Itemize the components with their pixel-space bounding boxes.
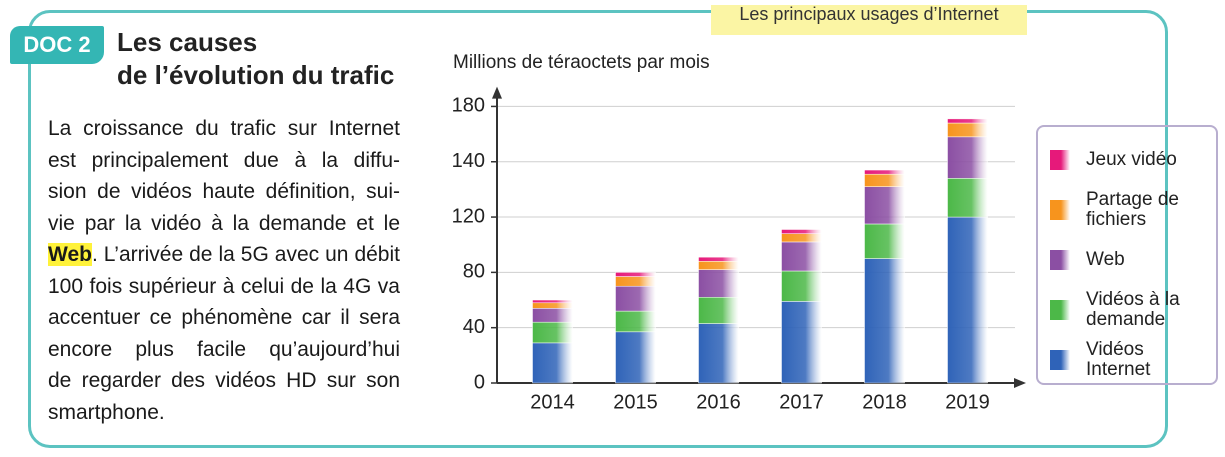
bar-segment [864, 173, 905, 187]
text-line: accentuer ce phénomène car il sera [48, 306, 400, 329]
bar-segment [864, 258, 905, 384]
x-tick-label: 2015 [613, 391, 658, 413]
text-line: encore plus facile qu’aujourd’hui [48, 337, 400, 361]
bar-segment [947, 178, 988, 218]
text-line: sion de vidéos haute définition, sui- [48, 180, 400, 203]
bar-segment [698, 261, 739, 270]
bar-segment [947, 136, 988, 179]
bar-segment [532, 321, 573, 344]
x-axis-arrow [1014, 378, 1026, 388]
text-fragment: . L’arrivée de la 5G avec un débit [91, 243, 400, 266]
legend-label: Vidéos à la demande [1086, 289, 1180, 330]
y-tick-label: 80 [463, 261, 485, 283]
bar-segment [864, 186, 905, 225]
bar-segment [698, 269, 739, 298]
bar-segment [615, 285, 656, 312]
legend-swatch [1050, 250, 1070, 270]
y-tick-label: 40 [463, 316, 485, 338]
bar-segment [781, 270, 822, 302]
document-frame: Les principaux usages d’Internet [28, 5, 1168, 448]
text-line: smartphone. [48, 400, 165, 424]
bar-segment [947, 122, 988, 138]
bar-segment [615, 272, 656, 277]
bar-segment [864, 169, 905, 175]
title-line: Les causes [117, 27, 258, 57]
bar-segment [615, 276, 656, 287]
bar-segment [615, 310, 656, 333]
legend-swatch [1050, 200, 1070, 220]
title-line: de l’évolution du trafic [117, 60, 395, 90]
bar-segment [864, 223, 905, 259]
bar-segment [532, 302, 573, 309]
text-line: 100 fois supérieur à celui de la 4G va [48, 274, 400, 298]
x-tick-label: 2016 [696, 391, 741, 413]
bar-segment [532, 299, 573, 304]
text-line: vie par la vidéo à la demande et le [48, 211, 400, 235]
y-axis-arrow [492, 86, 502, 99]
section-tab: Les principaux usages d’Internet [711, 5, 1027, 35]
x-tick-label: 2014 [530, 391, 575, 413]
legend-label: Partage de fichiers [1086, 189, 1179, 230]
text-line: de regarder des vidéos HD sur son [48, 369, 400, 392]
legend-swatch [1050, 350, 1070, 370]
text-line: Web. L’arrivée de la 5G avec un débit [48, 239, 400, 271]
bar-segment [615, 331, 656, 384]
bar-segment [532, 342, 573, 384]
bar-segment [947, 118, 988, 124]
legend-label: Jeux vidéo [1086, 149, 1177, 170]
bar-segment [781, 233, 822, 243]
doc-title: Les causes de l’évolution du trafic [117, 26, 394, 92]
legend-swatch [1050, 300, 1070, 320]
legend-label: Web [1086, 249, 1125, 270]
highlight-word: Web [48, 243, 92, 266]
legend-item: Web [1050, 235, 1208, 285]
bar-segment [947, 216, 988, 384]
legend-item: Vidéos à la demande [1050, 285, 1208, 335]
bar-segment [781, 229, 822, 234]
legend-item: Partage de fichiers [1050, 185, 1208, 235]
text-line: est principalement due à la diffu- [48, 148, 400, 172]
body-text: La croissance du trafic sur Internet est … [48, 113, 400, 428]
y-axis-label: Millions de téraoctets par mois [453, 52, 710, 73]
doc-badge: DOC 2 [10, 26, 104, 64]
x-tick-label: 2017 [779, 391, 824, 413]
legend-item: Vidéos Internet [1050, 335, 1208, 385]
legend-label: Vidéos Internet [1086, 339, 1151, 380]
y-tick-label: 0 [474, 371, 485, 393]
bar-segment [698, 297, 739, 324]
y-tick-label: 180 [452, 95, 485, 117]
bar-segment [781, 241, 822, 272]
bar-segment [698, 256, 739, 262]
bar-segment [781, 301, 822, 384]
legend-swatch [1050, 150, 1070, 170]
bar-segment [698, 323, 739, 384]
bar-segment [532, 308, 573, 323]
text-line: La croissance du trafic sur Internet [48, 117, 400, 140]
legend-item: Jeux vidéo [1050, 135, 1208, 185]
x-tick-label: 2019 [945, 391, 990, 413]
legend: Jeux vidéo Partage de fichiers Web Vidéos à… [1036, 125, 1218, 385]
y-tick-label: 140 [452, 150, 485, 172]
y-tick-label: 120 [452, 205, 485, 227]
x-tick-label: 2018 [862, 391, 907, 413]
